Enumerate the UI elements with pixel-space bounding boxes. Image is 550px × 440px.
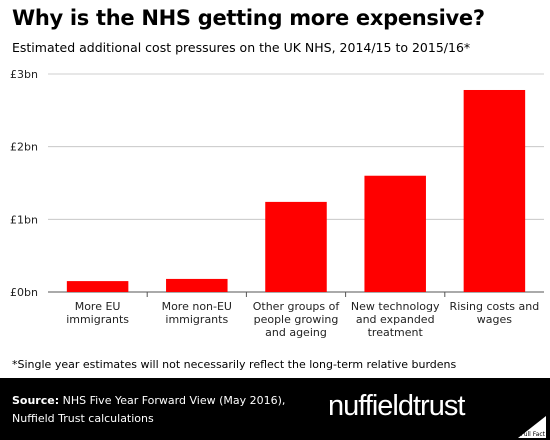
logo-text-light: trust [413, 390, 465, 422]
footnote: *Single year estimates will not necessar… [12, 358, 457, 371]
x-tick-label: More EU immigrants [66, 300, 129, 326]
bar [66, 281, 129, 292]
full-fact-logo-icon: Full Fact [518, 416, 546, 438]
bar [265, 201, 327, 292]
full-fact-badge-text: Full Fact [521, 431, 546, 438]
logo-text-bold: nuffield [328, 390, 414, 422]
x-tick-label: New technology and expanded treatment [351, 300, 440, 339]
source-text: Source: NHS Five Year Forward View (May … [12, 392, 285, 428]
bar [463, 89, 526, 292]
bar-chart: £0bn £1bn £2bn £3bn More EU immigrants More no… [10, 68, 544, 339]
source-label: Source: [12, 394, 60, 407]
source-line-1: NHS Five Year Forward View (May 2016), [59, 394, 286, 407]
nuffield-trust-logo: nuffieldtrust [328, 390, 465, 423]
x-tick-label: Rising costs and wages [450, 300, 540, 326]
y-tick-label: £0bn [10, 286, 38, 299]
y-tick-label: £1bn [10, 213, 38, 226]
x-tick-label: More non-EU immigrants [162, 300, 232, 326]
bar [364, 175, 426, 292]
footer-bar: Source: NHS Five Year Forward View (May … [0, 378, 550, 440]
x-tick-label: Other groups of people growing and ageing [253, 300, 341, 339]
y-tick-label: £3bn [10, 68, 38, 81]
chart-title: Why is the NHS getting more expensive? [12, 6, 485, 30]
source-line-2: Nuffield Trust calculations [12, 412, 154, 425]
bar [166, 278, 228, 292]
y-tick-label: £2bn [10, 141, 38, 154]
chart-subtitle: Estimated additional cost pressures on t… [12, 40, 471, 55]
